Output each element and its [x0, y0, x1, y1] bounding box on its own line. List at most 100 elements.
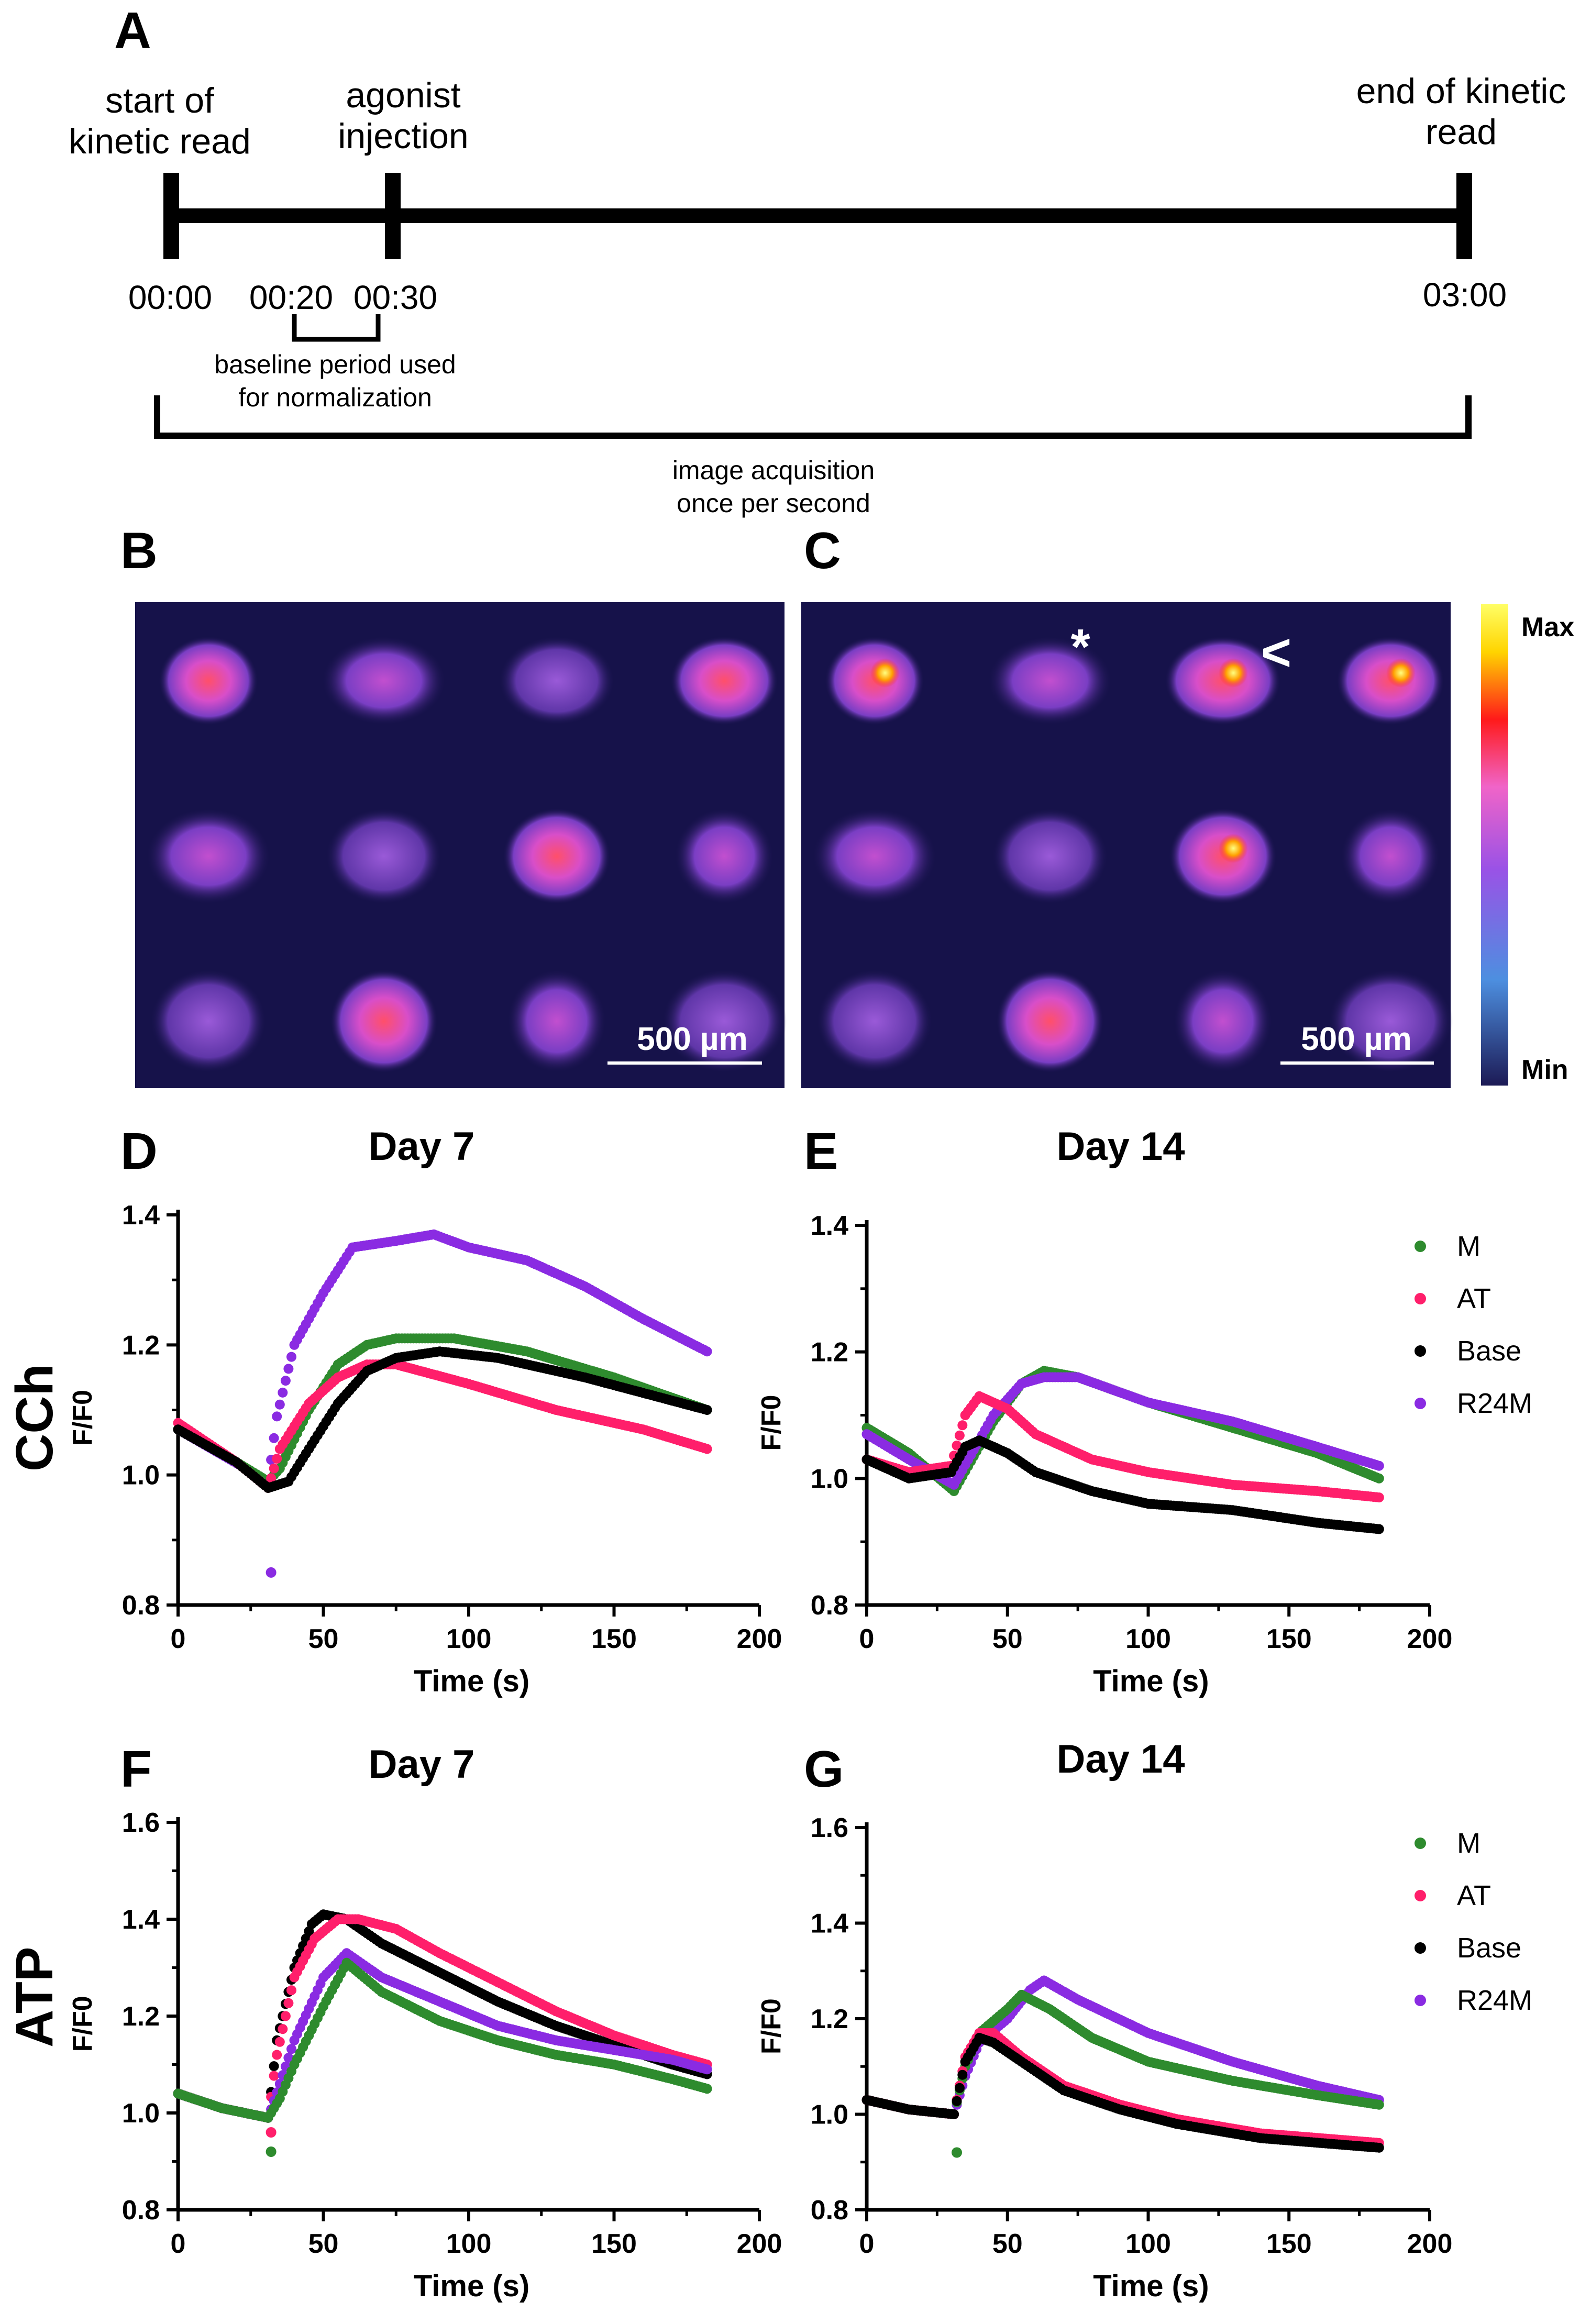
data-point	[957, 2070, 968, 2080]
panel-label-e: E	[804, 1122, 838, 1180]
panel-label-b: B	[120, 522, 158, 579]
baseline-label-line2: for normalization	[238, 383, 432, 412]
x-tick-label: 150	[591, 2229, 637, 2259]
data-point	[702, 2064, 712, 2075]
x-tick-label: 50	[308, 1624, 339, 1654]
chart-f: Day 7 0.8 1.0 1.2 1.4 1.6 0 50 100 150 200 Time (s)…	[68, 1742, 782, 2303]
data-point	[1374, 2142, 1384, 2153]
injection-label-line2: injection	[338, 116, 469, 156]
data-point	[1374, 1524, 1384, 1534]
x-tick-label: 200	[1407, 1624, 1453, 1654]
colorbar-gradient	[1481, 604, 1508, 1086]
panel-label-g: G	[804, 1740, 844, 1798]
y-tick-label: 0.8	[811, 1590, 848, 1621]
data-point	[949, 2109, 959, 2119]
data-point	[274, 2037, 285, 2047]
baseline-bracket	[292, 314, 381, 342]
asterisk-marker: *	[1070, 619, 1090, 675]
series-at	[173, 1914, 712, 2123]
legend-label: Base	[1457, 1335, 1521, 1367]
data-point	[286, 1985, 296, 1996]
charts-layer: Day 7 0.8 1.0 1.2 1.4 0 50 100 150 200 Time (s) F/F…	[68, 1124, 1532, 2303]
chart-d: Day 7 0.8 1.0 1.2 1.4 0 50 100 150 200 Time (s) F/F…	[68, 1124, 782, 1698]
organoid	[503, 808, 611, 904]
x-tick-label: 100	[1125, 2229, 1171, 2259]
y-tick-label: 1.0	[122, 2098, 160, 2129]
organoid	[146, 808, 271, 904]
data-point	[283, 2053, 294, 2063]
chart-title: Day 7	[369, 1742, 475, 1787]
data-point	[952, 1441, 962, 1451]
data-point	[269, 1463, 279, 1474]
x-tick-label: 50	[992, 1624, 1023, 1654]
legend-marker	[1415, 1293, 1426, 1304]
x-tick-label: 150	[591, 1624, 637, 1654]
end-label-line1: end of kinetic	[1356, 71, 1566, 111]
legend-atp: M AT Base R24M	[1415, 1828, 1532, 2016]
organoid	[507, 969, 606, 1073]
start-label-line1: start of	[105, 81, 214, 120]
data-point	[702, 1444, 712, 1454]
organoid	[992, 808, 1108, 904]
data-point	[954, 2083, 965, 2093]
organoid	[675, 808, 774, 904]
legend-label: M	[1457, 1828, 1480, 1859]
y-tick-label: 1.2	[122, 1330, 160, 1360]
y-axis-label: F/F0	[756, 1998, 787, 2054]
chart-title: Day 7	[369, 1124, 475, 1169]
x-tick-label: 100	[446, 1624, 492, 1654]
end-label-line2: read	[1426, 112, 1497, 152]
hotspot	[1386, 658, 1416, 688]
x-tick-label: 200	[737, 2229, 782, 2259]
scale-bar-label-b: 500 µm	[637, 1021, 748, 1057]
panel-label-a: A	[114, 2, 151, 59]
organoid	[159, 636, 258, 725]
outlier-point	[266, 1567, 277, 1578]
organoid	[1341, 808, 1440, 904]
data-point	[702, 1405, 712, 1415]
y-tick-label: 1.6	[122, 1808, 160, 1838]
organoid-grid-c	[812, 636, 1453, 1073]
legend-label: AT	[1457, 1880, 1491, 1911]
data-point	[1374, 1460, 1384, 1471]
chart-g: Day 14 0.8 1.0 1.2 1.4 1.6 0 50 100 150 200 Time (s…	[756, 1737, 1452, 2303]
scale-bar-label-c: 500 µm	[1301, 1021, 1412, 1057]
y-tick-label: 1.4	[811, 1211, 848, 1241]
chart-e: Day 14 0.8 1.0 1.2 1.4 0 50 100 150 200 Time (s) F/…	[756, 1124, 1452, 1698]
hotspot	[1219, 834, 1248, 863]
y-axis-label: F/F0	[756, 1395, 787, 1451]
x-tick-label: 200	[1407, 2229, 1453, 2259]
legend-marker	[1415, 1995, 1426, 2006]
organoid	[1173, 969, 1273, 1073]
colorbar-max-label: Max	[1521, 612, 1574, 643]
organoid	[322, 636, 446, 725]
data-point	[1374, 1492, 1384, 1503]
arrowhead-marker: <	[1261, 623, 1291, 682]
time-0300: 03:00	[1423, 276, 1507, 314]
legend-marker	[1415, 1890, 1426, 1901]
legend-label: R24M	[1457, 1985, 1532, 2016]
acquisition-label-line1: image acquisition	[672, 456, 875, 485]
x-tick-label: 100	[1125, 1624, 1171, 1654]
y-tick-label: 1.0	[811, 2100, 848, 2130]
organoid	[662, 969, 787, 1073]
image-panel-b: 500 µm	[135, 602, 787, 1088]
y-tick-label: 1.2	[811, 2004, 848, 2034]
legend-label: Base	[1457, 1932, 1521, 1964]
data-point	[272, 1454, 282, 1464]
data-point	[1374, 2099, 1384, 2110]
legend-label: AT	[1457, 1283, 1491, 1314]
organoid	[150, 969, 267, 1073]
y-tick-label: 1.4	[122, 1905, 160, 1935]
time-0000: 00:00	[128, 279, 212, 316]
x-tick-label: 50	[308, 2229, 339, 2259]
data-point	[702, 1346, 712, 1357]
organoid	[330, 969, 438, 1073]
legend-marker	[1415, 1398, 1426, 1409]
data-point	[286, 2044, 296, 2054]
legend-marker	[1415, 1838, 1426, 1849]
y-tick-label: 1.0	[122, 1460, 160, 1491]
legend-marker	[1415, 1942, 1426, 1954]
x-tick-label: 0	[859, 1624, 875, 1654]
